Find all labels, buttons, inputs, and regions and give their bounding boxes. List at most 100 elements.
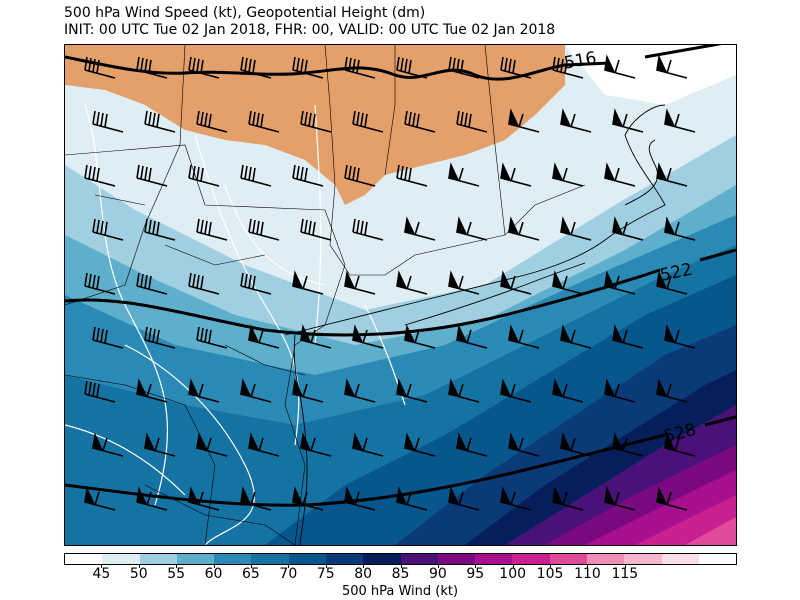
wind-barb bbox=[248, 110, 280, 133]
colorbar-segment bbox=[214, 554, 252, 564]
wind-barb bbox=[188, 272, 220, 295]
wind-barb bbox=[352, 110, 384, 133]
wind-barb bbox=[560, 324, 592, 349]
wind-barb bbox=[664, 216, 696, 241]
colorbar-tick-label: 110 bbox=[574, 566, 601, 582]
wind-barb bbox=[84, 486, 116, 511]
colorbar-segment bbox=[251, 554, 289, 564]
wind-barb bbox=[300, 110, 332, 133]
wind-barb bbox=[292, 486, 324, 511]
wind-barb bbox=[300, 432, 332, 457]
colorbar-tick-label: 75 bbox=[316, 566, 335, 582]
wind-barb bbox=[664, 432, 696, 457]
wind-barb bbox=[664, 324, 696, 349]
wind-barb bbox=[456, 432, 488, 457]
wind-barb bbox=[300, 218, 332, 241]
colorbar-tick-label: 105 bbox=[536, 566, 564, 582]
coastline bbox=[284, 104, 666, 545]
colorbar-tick-label: 95 bbox=[466, 566, 485, 582]
wind-barb bbox=[500, 378, 532, 403]
colorbar-tick-mark bbox=[363, 565, 365, 568]
map-title: 500 hPa Wind Speed (kt), Geopotential He… bbox=[64, 5, 426, 21]
wind-barb bbox=[664, 108, 696, 133]
wind-barb bbox=[292, 270, 324, 295]
wind-barb bbox=[136, 56, 168, 79]
colorbar-tick-label: 60 bbox=[204, 566, 223, 582]
wind-barb bbox=[196, 432, 228, 457]
wind-barb bbox=[560, 216, 592, 241]
colorbar-segment bbox=[624, 554, 662, 564]
wind-barb bbox=[240, 378, 272, 403]
wind-barb bbox=[448, 486, 480, 511]
wind-barb bbox=[604, 378, 636, 403]
colorbar-segment bbox=[661, 554, 699, 564]
colorbar-tick-mark bbox=[288, 565, 290, 568]
colorbar-segment bbox=[698, 554, 736, 564]
wind-barb bbox=[84, 272, 116, 295]
wind-barb bbox=[656, 378, 688, 403]
colorbar-tick-label: 85 bbox=[391, 566, 410, 582]
wind-barb bbox=[92, 326, 124, 349]
colorbar-tick-mark bbox=[250, 565, 252, 568]
colorbar-segment bbox=[586, 554, 625, 564]
wind-barb bbox=[396, 270, 428, 295]
wind-barb bbox=[136, 164, 168, 187]
colorbar-tick-mark bbox=[400, 565, 402, 568]
wind-barb bbox=[456, 110, 488, 133]
wind-barb bbox=[508, 324, 540, 349]
wind-barb bbox=[240, 164, 272, 187]
colorbar-tick-label: 70 bbox=[279, 566, 298, 582]
wind-barb bbox=[188, 164, 220, 187]
wind-barb bbox=[344, 270, 376, 295]
wind-barb bbox=[144, 326, 176, 349]
wind-barb bbox=[456, 324, 488, 349]
colorbar-segment bbox=[325, 554, 364, 564]
contour-522-line bbox=[65, 268, 661, 337]
wind-barb bbox=[196, 218, 228, 241]
colorbar-segment bbox=[512, 554, 550, 564]
colorbar-segment bbox=[400, 554, 438, 564]
wind-barb bbox=[136, 378, 168, 403]
colorbar-segment bbox=[437, 554, 476, 564]
wind-barb bbox=[248, 432, 280, 457]
wind-barb bbox=[84, 164, 116, 187]
wind-barb bbox=[144, 110, 176, 133]
wind-barb bbox=[656, 54, 688, 79]
boundaries bbox=[65, 45, 586, 545]
colorbar-segment bbox=[363, 554, 401, 564]
wind-barb bbox=[404, 432, 436, 457]
wind-barb bbox=[448, 270, 480, 295]
colorbar-segment bbox=[475, 554, 513, 564]
wind-barb bbox=[604, 270, 636, 295]
rivers bbox=[65, 104, 406, 545]
wind-barb bbox=[188, 56, 220, 79]
wind-barb bbox=[552, 378, 584, 403]
colorbar-tick-mark bbox=[475, 565, 477, 568]
wind-barb bbox=[508, 216, 540, 241]
wind-barb bbox=[500, 56, 532, 79]
wind-barb bbox=[396, 56, 428, 79]
wind-barb bbox=[344, 164, 376, 187]
wind-barb bbox=[92, 218, 124, 241]
colorbar-segment bbox=[65, 554, 103, 564]
colorbar-tick-mark bbox=[138, 565, 140, 568]
wind-barb bbox=[404, 216, 436, 241]
colorbar-tick-label: 50 bbox=[129, 566, 148, 582]
wind-barb bbox=[612, 108, 644, 133]
wind-map: 516 522 528 bbox=[64, 44, 737, 546]
colorbar-segment bbox=[549, 554, 587, 564]
wind-barb bbox=[404, 324, 436, 349]
wind-barb bbox=[300, 324, 332, 349]
wind-barb bbox=[560, 432, 592, 457]
colorbar-tick-mark bbox=[624, 565, 626, 568]
wind-barb bbox=[240, 56, 272, 79]
wind-barb bbox=[612, 432, 644, 457]
wind-barb bbox=[448, 56, 480, 79]
wind-barb bbox=[656, 270, 688, 295]
colorbar-tick-mark bbox=[437, 565, 439, 568]
wind-barb bbox=[344, 378, 376, 403]
colorbar-tick-mark bbox=[325, 565, 327, 568]
wind-barb bbox=[604, 54, 636, 79]
colorbar-tick-label: 115 bbox=[611, 566, 639, 582]
wind-barb bbox=[344, 56, 376, 79]
